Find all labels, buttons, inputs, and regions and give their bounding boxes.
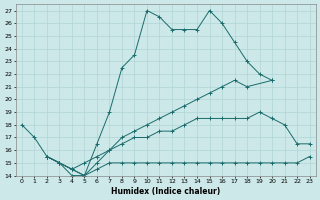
X-axis label: Humidex (Indice chaleur): Humidex (Indice chaleur) — [111, 187, 220, 196]
